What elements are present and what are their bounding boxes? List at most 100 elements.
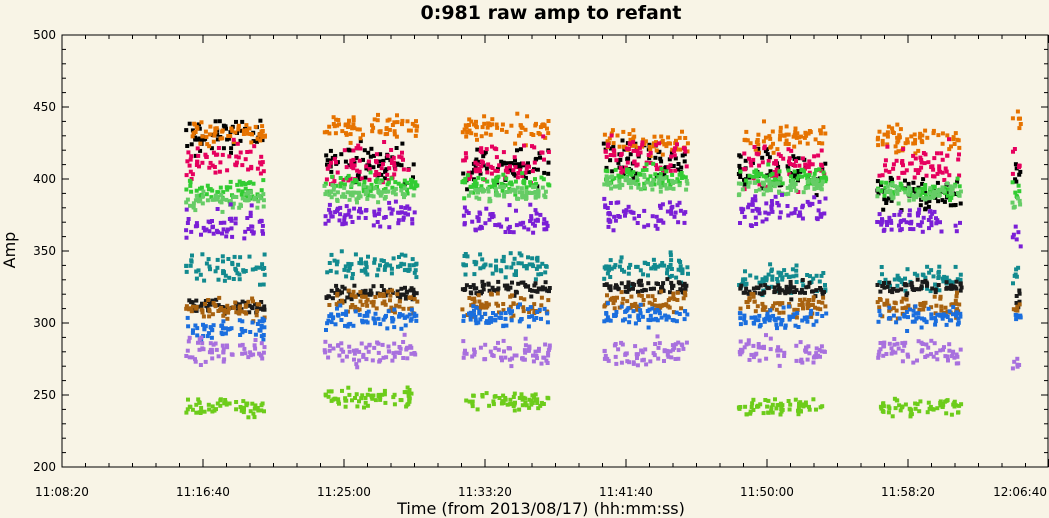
- data-point: [648, 147, 653, 152]
- data-point: [263, 133, 267, 138]
- data-point: [909, 408, 914, 413]
- data-point: [811, 355, 816, 360]
- data-point: [890, 414, 895, 419]
- data-point: [241, 132, 246, 136]
- data-point: [920, 196, 925, 201]
- data-point: [746, 205, 751, 210]
- data-point: [222, 401, 227, 406]
- data-point: [814, 181, 819, 186]
- data-point: [194, 298, 199, 303]
- data-point: [346, 288, 351, 293]
- data-point: [397, 304, 402, 309]
- data-point: [660, 180, 665, 184]
- data-point: [634, 163, 639, 168]
- data-point: [652, 298, 657, 302]
- data-point: [794, 273, 799, 278]
- data-point: [778, 302, 783, 307]
- data-point: [613, 218, 618, 223]
- data-point: [778, 210, 783, 215]
- data-point: [502, 184, 506, 189]
- data-point: [347, 392, 352, 397]
- data-point: [332, 156, 337, 161]
- data-point: [409, 391, 414, 396]
- data-point: [604, 180, 609, 185]
- data-point: [625, 167, 630, 172]
- data-point: [920, 229, 925, 234]
- data-point: [612, 306, 617, 311]
- data-point: [475, 147, 480, 152]
- data-point: [227, 401, 232, 406]
- data-point: [884, 352, 889, 356]
- data-point: [468, 285, 473, 289]
- data-point: [1018, 169, 1023, 174]
- data-point: [920, 140, 925, 145]
- data-point: [739, 206, 744, 211]
- data-point: [794, 288, 799, 293]
- data-point: [189, 229, 194, 234]
- data-point: [543, 286, 548, 291]
- data-point: [928, 289, 933, 294]
- data-point: [776, 152, 781, 157]
- data-point: [781, 305, 786, 310]
- data-point: [805, 176, 810, 181]
- data-point: [660, 152, 665, 157]
- data-point: [1012, 204, 1017, 209]
- data-point: [787, 317, 792, 322]
- data-point: [515, 148, 519, 153]
- data-point: [372, 345, 377, 350]
- data-point: [333, 210, 338, 215]
- data-point: [744, 286, 749, 291]
- data-point: [895, 283, 900, 288]
- data-point: [782, 354, 787, 358]
- data-point: [815, 178, 820, 183]
- data-point: [933, 290, 938, 295]
- data-point: [896, 175, 901, 180]
- data-point: [405, 119, 410, 124]
- data-point: [662, 263, 667, 268]
- data-point: [644, 162, 649, 167]
- data-point: [376, 211, 381, 216]
- data-point: [767, 318, 772, 323]
- data-point: [813, 137, 818, 142]
- data-point: [197, 164, 201, 169]
- data-point: [955, 277, 960, 282]
- data-point: [905, 352, 910, 357]
- data-point: [650, 306, 655, 311]
- data-point: [753, 309, 758, 314]
- data-point: [478, 266, 483, 271]
- data-point: [533, 177, 537, 182]
- data-point: [916, 213, 920, 218]
- data-point: [669, 280, 674, 285]
- series-11: [184, 385, 964, 420]
- data-point: [610, 174, 615, 179]
- data-point: [668, 290, 672, 295]
- data-point: [935, 406, 940, 411]
- data-point: [928, 188, 932, 193]
- data-point: [879, 406, 884, 411]
- data-point: [379, 284, 384, 288]
- data-point: [877, 349, 882, 354]
- data-point: [1013, 190, 1018, 195]
- data-point: [642, 208, 647, 213]
- data-point: [397, 255, 401, 259]
- x-tick-label: 11:25:00: [317, 485, 371, 499]
- data-point: [372, 257, 377, 262]
- data-point: [787, 156, 792, 161]
- data-point: [933, 282, 938, 287]
- data-point: [644, 167, 649, 172]
- data-point: [224, 402, 229, 407]
- data-point: [782, 133, 787, 138]
- data-point: [769, 207, 774, 212]
- data-point: [481, 265, 486, 270]
- data-point: [623, 210, 628, 215]
- data-point: [625, 289, 630, 294]
- data-point: [212, 165, 217, 169]
- data-point: [770, 171, 775, 176]
- data-point: [657, 177, 662, 182]
- data-point: [498, 184, 503, 189]
- data-point: [742, 313, 747, 318]
- data-point: [935, 357, 940, 362]
- data-point: [772, 317, 777, 321]
- data-point: [748, 411, 753, 416]
- data-point: [195, 326, 200, 331]
